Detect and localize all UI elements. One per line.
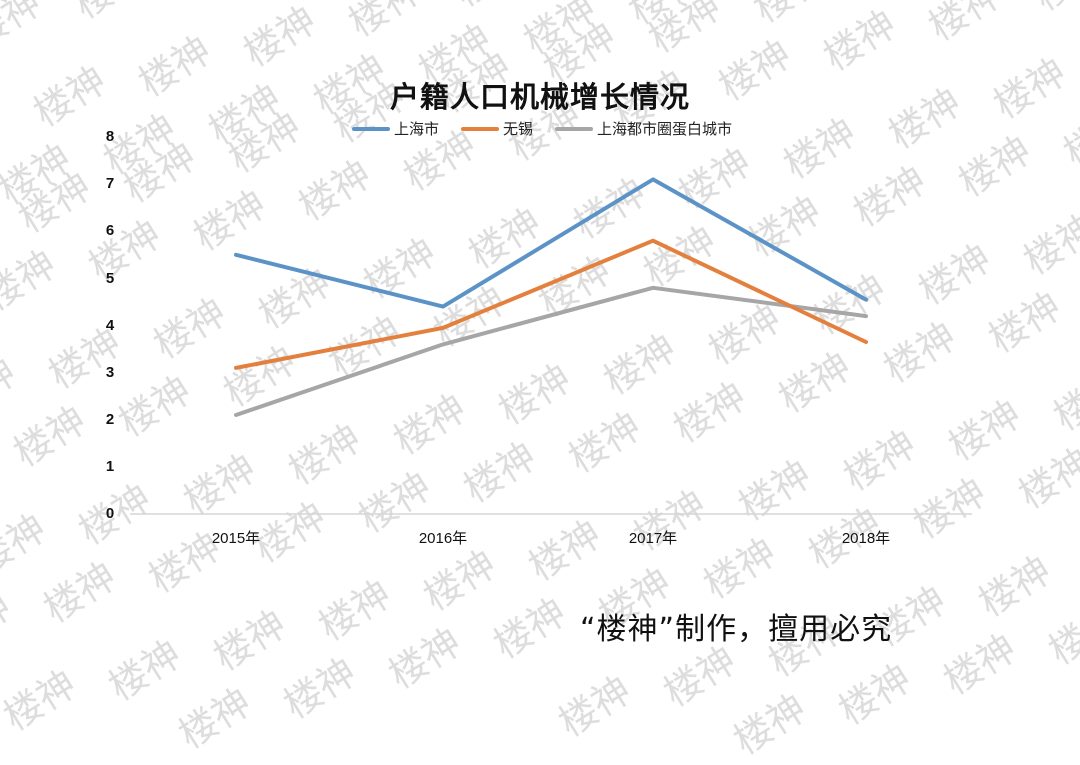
line-chart-plot (130, 177, 972, 515)
legend-label-wuxi: 无锡 (503, 120, 534, 138)
legend-swatch-metro-cities (555, 126, 594, 131)
legend-item-metro-cities: 上海都市圈蛋白城市 (555, 118, 732, 139)
y-tick: 2 (105, 411, 115, 428)
series-line (234, 177, 868, 309)
series-line (234, 238, 868, 370)
legend-item-wuxi: 无锡 (461, 118, 533, 139)
series-line (234, 285, 868, 417)
y-tick: 5 (105, 270, 115, 287)
legend-swatch-wuxi (461, 126, 500, 131)
legend: 上海市 无锡 上海都市圈蛋白城市 (352, 118, 732, 139)
copyright-notice: “楼神”制作，擅用必究 (580, 612, 893, 647)
legend-label-metro-cities: 上海都市圈蛋白城市 (597, 120, 733, 138)
y-tick: 3 (105, 364, 115, 381)
x-tick: 2016年 (418, 530, 468, 547)
x-tick: 2015年 (211, 530, 261, 547)
chart-title: 户籍人口机械增长情况 (389, 80, 690, 114)
y-tick: 1 (105, 458, 115, 475)
x-tick: 2018年 (841, 530, 891, 547)
y-tick: 6 (105, 222, 115, 239)
legend-label-shanghai: 上海市 (394, 120, 440, 138)
y-tick: 4 (105, 317, 115, 334)
y-tick: 0 (105, 505, 115, 522)
legend-swatch-shanghai (352, 126, 390, 131)
y-tick: 8 (105, 128, 115, 145)
watermark-text: 楼神 (725, 685, 814, 764)
legend-item-shanghai: 上海市 (352, 118, 439, 139)
series-layer (234, 177, 868, 417)
x-tick: 2017年 (628, 530, 678, 547)
y-tick: 7 (105, 175, 115, 192)
watermark-text: 楼神 (170, 679, 259, 758)
